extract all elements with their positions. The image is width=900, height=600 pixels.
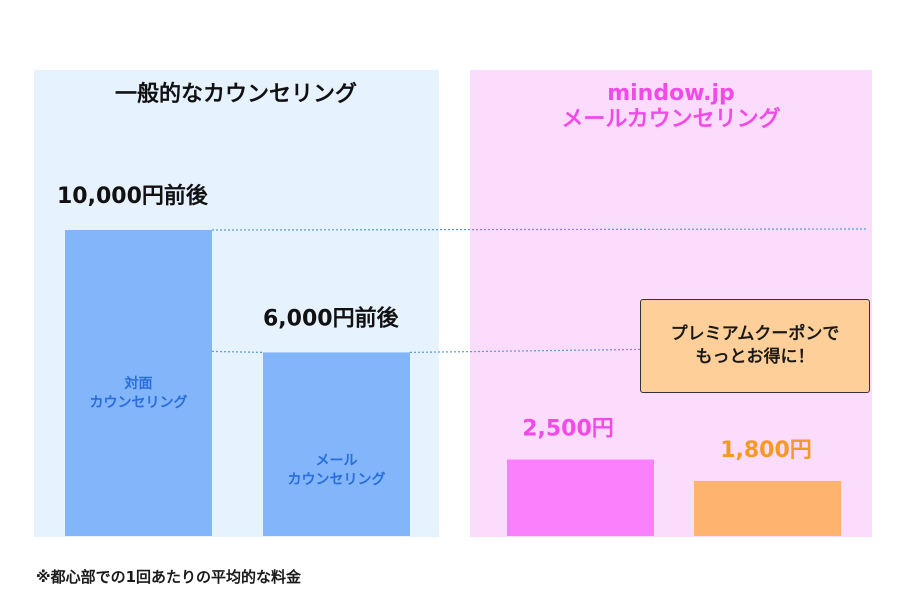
value-label-general-1: 10,000円前後: [57, 183, 209, 209]
category-label-general-1: 対面: [124, 375, 153, 392]
reference-line-10000: [211, 228, 867, 231]
coupon-text-line2: もっとお得に！: [695, 347, 815, 367]
bar-general-2: [263, 352, 410, 536]
panel-title-mindow: mindow.jp: [607, 81, 735, 106]
bar-general-1: [65, 230, 212, 536]
bar-mindow-1: [507, 459, 654, 536]
reference-line-6000-left: [211, 350, 264, 353]
value-label-mindow-1: 2,500円: [522, 417, 614, 442]
coupon-callout: プレミアムクーポンで もっとお得に！: [640, 299, 870, 393]
category-label-general-2: カウンセリング: [288, 471, 386, 488]
panel-title-general: 一般的なカウンセリング: [115, 81, 357, 107]
category-label-general-1: カウンセリング: [90, 394, 188, 411]
coupon-text-line1: プレミアムクーポンで: [670, 324, 840, 345]
value-label-mindow-2: 1,800円: [720, 438, 812, 463]
footnote: ※都心部での1回あたりの平均的な料金: [36, 568, 302, 586]
panel-title-mindow: メールカウンセリング: [561, 106, 780, 132]
category-label-general-2: メール: [316, 453, 358, 469]
value-label-general-2: 6,000円前後: [263, 305, 400, 331]
bar-mindow-2: [694, 480, 841, 536]
